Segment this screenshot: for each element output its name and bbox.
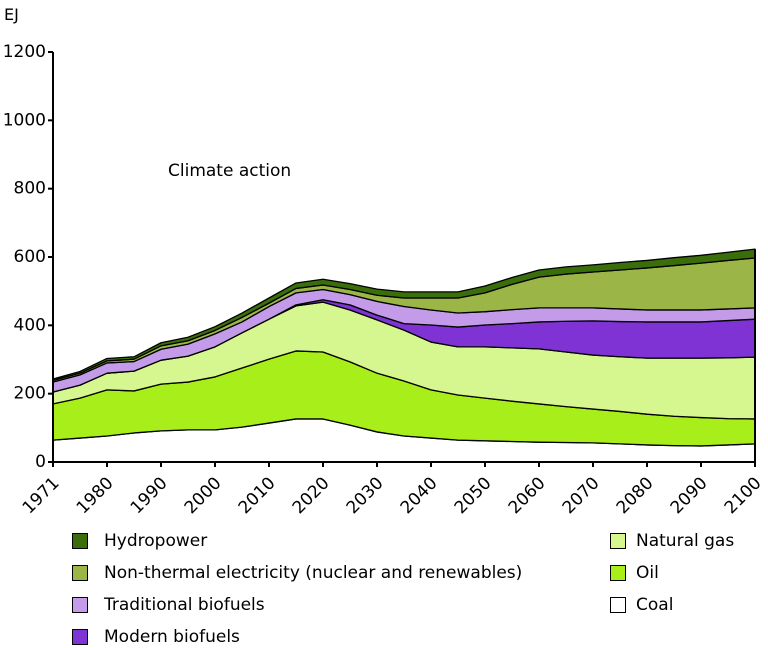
legend-item-traditional-biofuels: Traditional biofuels	[72, 595, 265, 615]
legend-label: Natural gas	[636, 531, 735, 551]
legend-label: Hydropower	[104, 531, 208, 551]
x-tick-label: 1980	[73, 473, 118, 518]
legend-item-oil: Oil	[610, 563, 659, 583]
x-tick-label: 2080	[613, 473, 658, 518]
x-tick-label: 2060	[505, 473, 550, 518]
legend-swatch	[610, 565, 626, 581]
legend-swatch	[610, 533, 626, 549]
chart-annotation: Climate action	[168, 161, 291, 181]
legend-swatch	[610, 597, 626, 613]
y-tick-label: 400	[14, 315, 46, 335]
x-tick-label: 2010	[235, 473, 280, 518]
legend-label: Non-thermal electricity (nuclear and ren…	[104, 563, 523, 583]
legend-label: Traditional biofuels	[104, 595, 265, 615]
y-tick-label: 800	[14, 179, 46, 199]
y-axis-label: EJ	[4, 5, 19, 24]
x-tick-label: 1971	[19, 473, 64, 518]
y-tick-label: 0	[35, 452, 46, 472]
legend-item-modern-biofuels: Modern biofuels	[72, 627, 240, 647]
x-tick-label: 2030	[343, 473, 388, 518]
x-tick-label: 2040	[397, 473, 442, 518]
x-tick-label: 2090	[667, 473, 712, 518]
legend-swatch	[72, 629, 88, 645]
x-tick-label: 2100	[721, 473, 766, 518]
legend-item-natural-gas: Natural gas	[610, 531, 734, 551]
legend-label: Oil	[636, 563, 659, 583]
legend-swatch	[72, 597, 88, 613]
legend-swatch	[72, 565, 88, 581]
x-tick-label: 1990	[127, 473, 172, 518]
legend-item-non-thermal: Non-thermal electricity (nuclear and ren…	[72, 563, 522, 583]
y-tick-label: 1000	[3, 110, 46, 130]
y-tick-label: 1200	[3, 42, 46, 62]
legend-label: Coal	[636, 595, 674, 615]
y-tick-label: 200	[14, 384, 46, 404]
legend-label: Modern biofuels	[104, 627, 240, 647]
x-tick-label: 2050	[451, 473, 496, 518]
x-tick-label: 2070	[559, 473, 604, 518]
legend-item-hydropower: Hydropower	[72, 531, 207, 551]
legend-item-coal: Coal	[610, 595, 673, 615]
x-tick-label: 2020	[289, 473, 334, 518]
y-tick-label: 600	[14, 247, 46, 267]
x-tick-label: 2000	[181, 473, 226, 518]
legend-swatch	[72, 533, 88, 549]
